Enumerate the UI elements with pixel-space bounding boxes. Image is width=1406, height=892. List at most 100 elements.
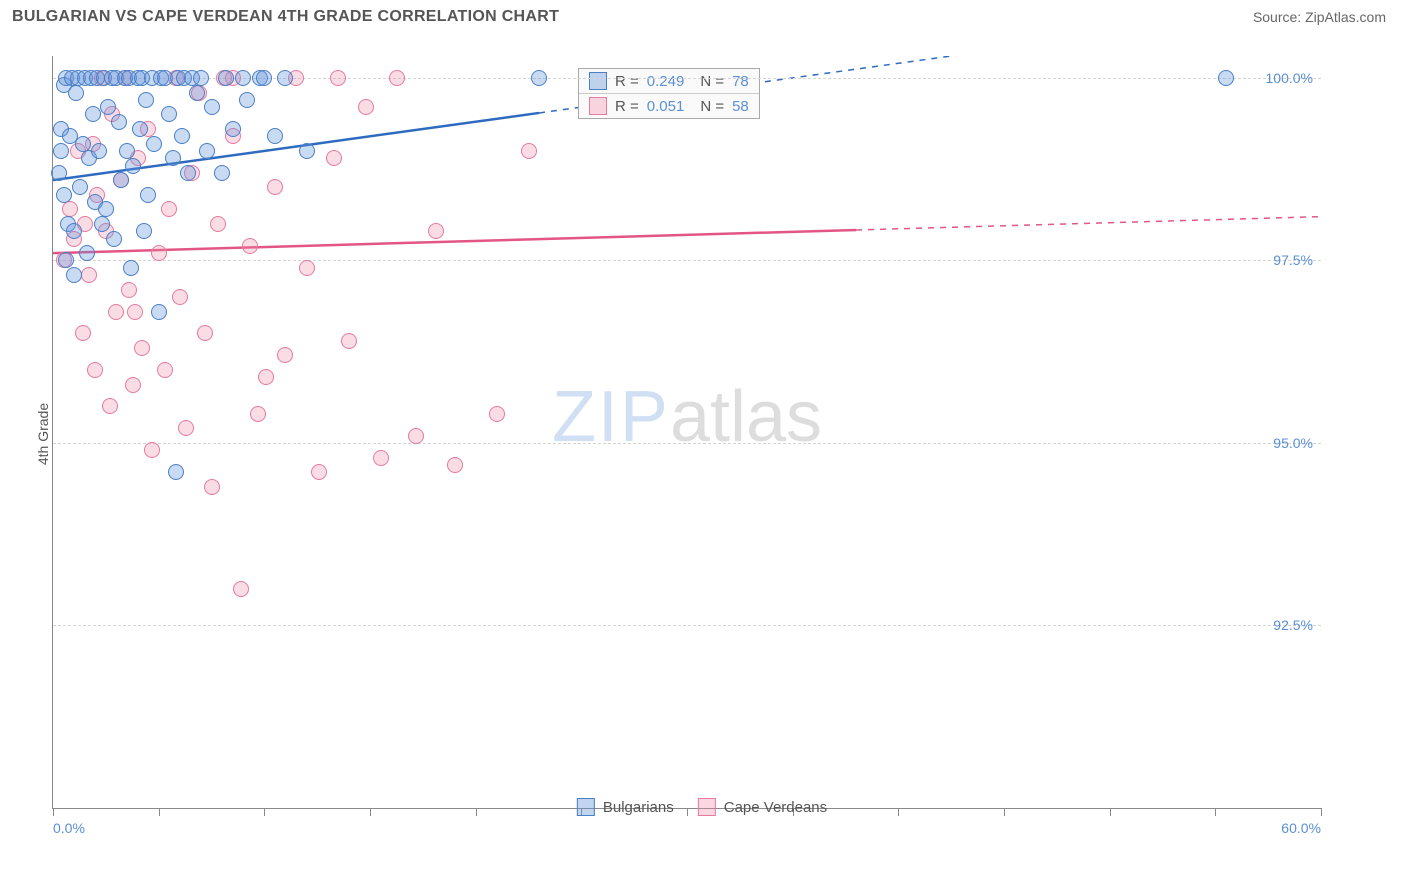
scatter-point: [68, 85, 84, 101]
swatch-icon: [577, 798, 595, 816]
trend-lines-svg: [53, 56, 1321, 808]
scatter-point: [108, 304, 124, 320]
scatter-point: [199, 143, 215, 159]
scatter-point: [53, 143, 69, 159]
scatter-point: [210, 216, 226, 232]
scatter-point: [66, 223, 82, 239]
scatter-point: [72, 179, 88, 195]
x-tick: [1110, 808, 1111, 816]
swatch-icon: [589, 72, 607, 90]
scatter-point: [146, 136, 162, 152]
scatter-point: [1218, 70, 1234, 86]
scatter-point: [447, 457, 463, 473]
scatter-point: [111, 114, 127, 130]
y-tick-label: 92.5%: [1273, 617, 1313, 633]
scatter-point: [531, 70, 547, 86]
grid-line: [53, 625, 1321, 626]
scatter-point: [326, 150, 342, 166]
scatter-point: [256, 70, 272, 86]
watermark: ZIPatlas: [552, 376, 822, 458]
legend-item-cape-verdeans: Cape Verdeans: [698, 798, 827, 816]
scatter-point: [121, 282, 137, 298]
scatter-point: [113, 172, 129, 188]
scatter-point: [193, 70, 209, 86]
scatter-point: [151, 245, 167, 261]
scatter-point: [172, 289, 188, 305]
legend-label: Bulgarians: [603, 799, 674, 816]
x-tick: [1321, 808, 1322, 816]
scatter-point: [341, 333, 357, 349]
scatter-point: [165, 150, 181, 166]
scatter-point: [521, 143, 537, 159]
scatter-point: [311, 464, 327, 480]
scatter-point: [151, 304, 167, 320]
chart-source: Source: ZipAtlas.com: [1253, 9, 1386, 25]
scatter-point: [225, 121, 241, 137]
x-tick: [476, 808, 477, 816]
scatter-point: [157, 362, 173, 378]
scatter-point: [277, 347, 293, 363]
scatter-point: [299, 260, 315, 276]
scatter-point: [267, 179, 283, 195]
scatter-point: [91, 143, 107, 159]
scatter-point: [102, 398, 118, 414]
scatter-point: [106, 231, 122, 247]
scatter-point: [75, 136, 91, 152]
x-tick-label: 60.0%: [1281, 820, 1321, 836]
scatter-point: [408, 428, 424, 444]
series-legend: Bulgarians Cape Verdeans: [577, 798, 827, 816]
scatter-point: [94, 216, 110, 232]
scatter-point: [174, 128, 190, 144]
scatter-point: [267, 128, 283, 144]
y-tick-label: 95.0%: [1273, 435, 1313, 451]
x-tick: [370, 808, 371, 816]
scatter-point: [51, 165, 67, 181]
scatter-point: [127, 304, 143, 320]
scatter-point: [489, 406, 505, 422]
stats-row: R = 0.249N = 78: [579, 69, 759, 93]
swatch-icon: [589, 97, 607, 115]
x-tick: [264, 808, 265, 816]
plot-area: ZIPatlas R = 0.249N = 78R = 0.051N = 58 …: [52, 56, 1321, 809]
chart-container: 4th Grade ZIPatlas R = 0.249N = 78R = 0.…: [12, 44, 1392, 824]
scatter-point: [389, 70, 405, 86]
scatter-point: [79, 245, 95, 261]
scatter-point: [189, 85, 205, 101]
grid-line: [53, 260, 1321, 261]
scatter-point: [58, 252, 74, 268]
scatter-point: [233, 581, 249, 597]
scatter-point: [358, 99, 374, 115]
scatter-point: [62, 201, 78, 217]
scatter-point: [136, 223, 152, 239]
scatter-point: [98, 201, 114, 217]
grid-line: [53, 443, 1321, 444]
trend-line-dashed: [856, 217, 1321, 230]
scatter-point: [204, 99, 220, 115]
scatter-point: [373, 450, 389, 466]
scatter-point: [75, 325, 91, 341]
stats-row: R = 0.051N = 58: [579, 93, 759, 118]
y-tick-label: 100.0%: [1266, 70, 1313, 86]
scatter-point: [123, 260, 139, 276]
scatter-point: [197, 325, 213, 341]
scatter-point: [239, 92, 255, 108]
scatter-point: [235, 70, 251, 86]
scatter-point: [250, 406, 266, 422]
scatter-point: [56, 187, 72, 203]
scatter-point: [144, 442, 160, 458]
scatter-point: [330, 70, 346, 86]
swatch-icon: [698, 798, 716, 816]
scatter-point: [119, 143, 135, 159]
scatter-point: [258, 369, 274, 385]
scatter-point: [428, 223, 444, 239]
stats-legend: R = 0.249N = 78R = 0.051N = 58: [578, 68, 760, 119]
scatter-point: [125, 158, 141, 174]
scatter-point: [218, 70, 234, 86]
x-tick: [1004, 808, 1005, 816]
scatter-point: [214, 165, 230, 181]
scatter-point: [180, 165, 196, 181]
legend-label: Cape Verdeans: [724, 799, 827, 816]
x-tick: [898, 808, 899, 816]
x-tick: [53, 808, 54, 816]
scatter-point: [204, 479, 220, 495]
